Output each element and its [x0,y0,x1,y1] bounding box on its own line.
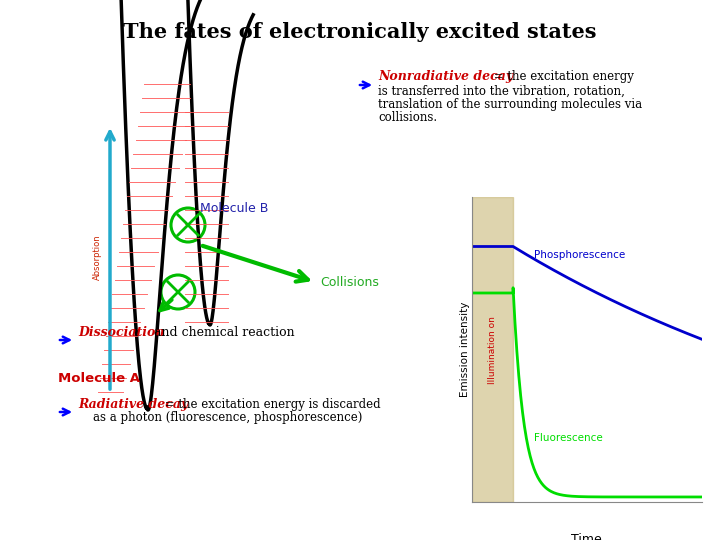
Text: as a photon (fluorescence, phosphorescence): as a photon (fluorescence, phosphorescen… [93,411,362,424]
Text: Molecule B: Molecule B [200,202,269,215]
Y-axis label: Emission intensity: Emission intensity [460,302,470,397]
Text: and chemical reaction: and chemical reaction [150,326,294,339]
Text: collisions.: collisions. [378,111,437,124]
Text: The fates of electronically excited states: The fates of electronically excited stat… [123,22,597,42]
Text: = the excitation energy: = the excitation energy [490,70,634,83]
Text: Radiative decay: Radiative decay [78,398,188,411]
Text: Absorption: Absorption [92,234,102,280]
Text: Dissociation: Dissociation [78,326,164,339]
Text: Collisions: Collisions [320,275,379,288]
Text: is transferred into the vibration, rotation,: is transferred into the vibration, rotat… [378,85,625,98]
Text: = the excitation energy is discarded: = the excitation energy is discarded [161,398,381,411]
Text: Phosphorescence: Phosphorescence [534,250,625,260]
Text: Nonradiative decay: Nonradiative decay [378,70,513,83]
Text: Fluorescence: Fluorescence [534,433,603,443]
Text: Time: Time [572,532,602,540]
Text: translation of the surrounding molecules via: translation of the surrounding molecules… [378,98,642,111]
Text: Illumination on: Illumination on [488,316,497,383]
Text: Molecule A: Molecule A [58,372,140,384]
Bar [472,197,513,502]
